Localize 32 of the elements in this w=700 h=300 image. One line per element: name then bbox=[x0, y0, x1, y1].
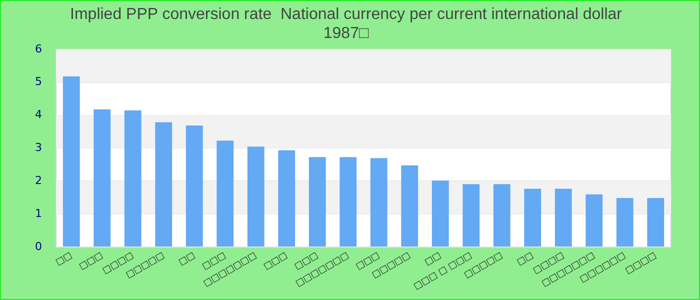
bar bbox=[586, 194, 603, 247]
bar bbox=[524, 188, 542, 247]
bar bbox=[124, 110, 142, 247]
bar bbox=[554, 188, 572, 247]
bar bbox=[401, 165, 418, 247]
bar bbox=[432, 180, 449, 247]
bar bbox=[647, 198, 664, 247]
chart-title: Implied PPP conversion rate National currency per current international dollar 1987□ bbox=[70, 6, 623, 42]
bar bbox=[186, 125, 203, 247]
y-tick-label: 4 bbox=[35, 108, 42, 122]
bar bbox=[462, 184, 480, 247]
x-tick-label: □□ bbox=[54, 250, 74, 268]
x-tick-label: □□ bbox=[177, 250, 198, 268]
bar bbox=[308, 157, 326, 247]
x-tick-label: □□ bbox=[516, 250, 536, 268]
y-tick-label: 5 bbox=[35, 75, 42, 88]
bar bbox=[493, 184, 510, 247]
bar bbox=[155, 122, 172, 247]
y-tick-label: 2 bbox=[35, 174, 42, 188]
bar bbox=[94, 109, 111, 247]
bar bbox=[62, 76, 80, 247]
bar bbox=[616, 198, 634, 247]
bar bbox=[216, 140, 234, 247]
y-tick-label: 6 bbox=[35, 42, 42, 56]
bar bbox=[278, 150, 296, 247]
y-tick-label: 3 bbox=[35, 141, 42, 154]
y-tick-label: 1 bbox=[35, 206, 42, 220]
x-tick-label: □□ bbox=[423, 250, 444, 268]
y-tick-label: 0 bbox=[35, 240, 42, 253]
bar bbox=[340, 157, 357, 247]
bar bbox=[247, 146, 264, 247]
bar bbox=[370, 158, 388, 247]
